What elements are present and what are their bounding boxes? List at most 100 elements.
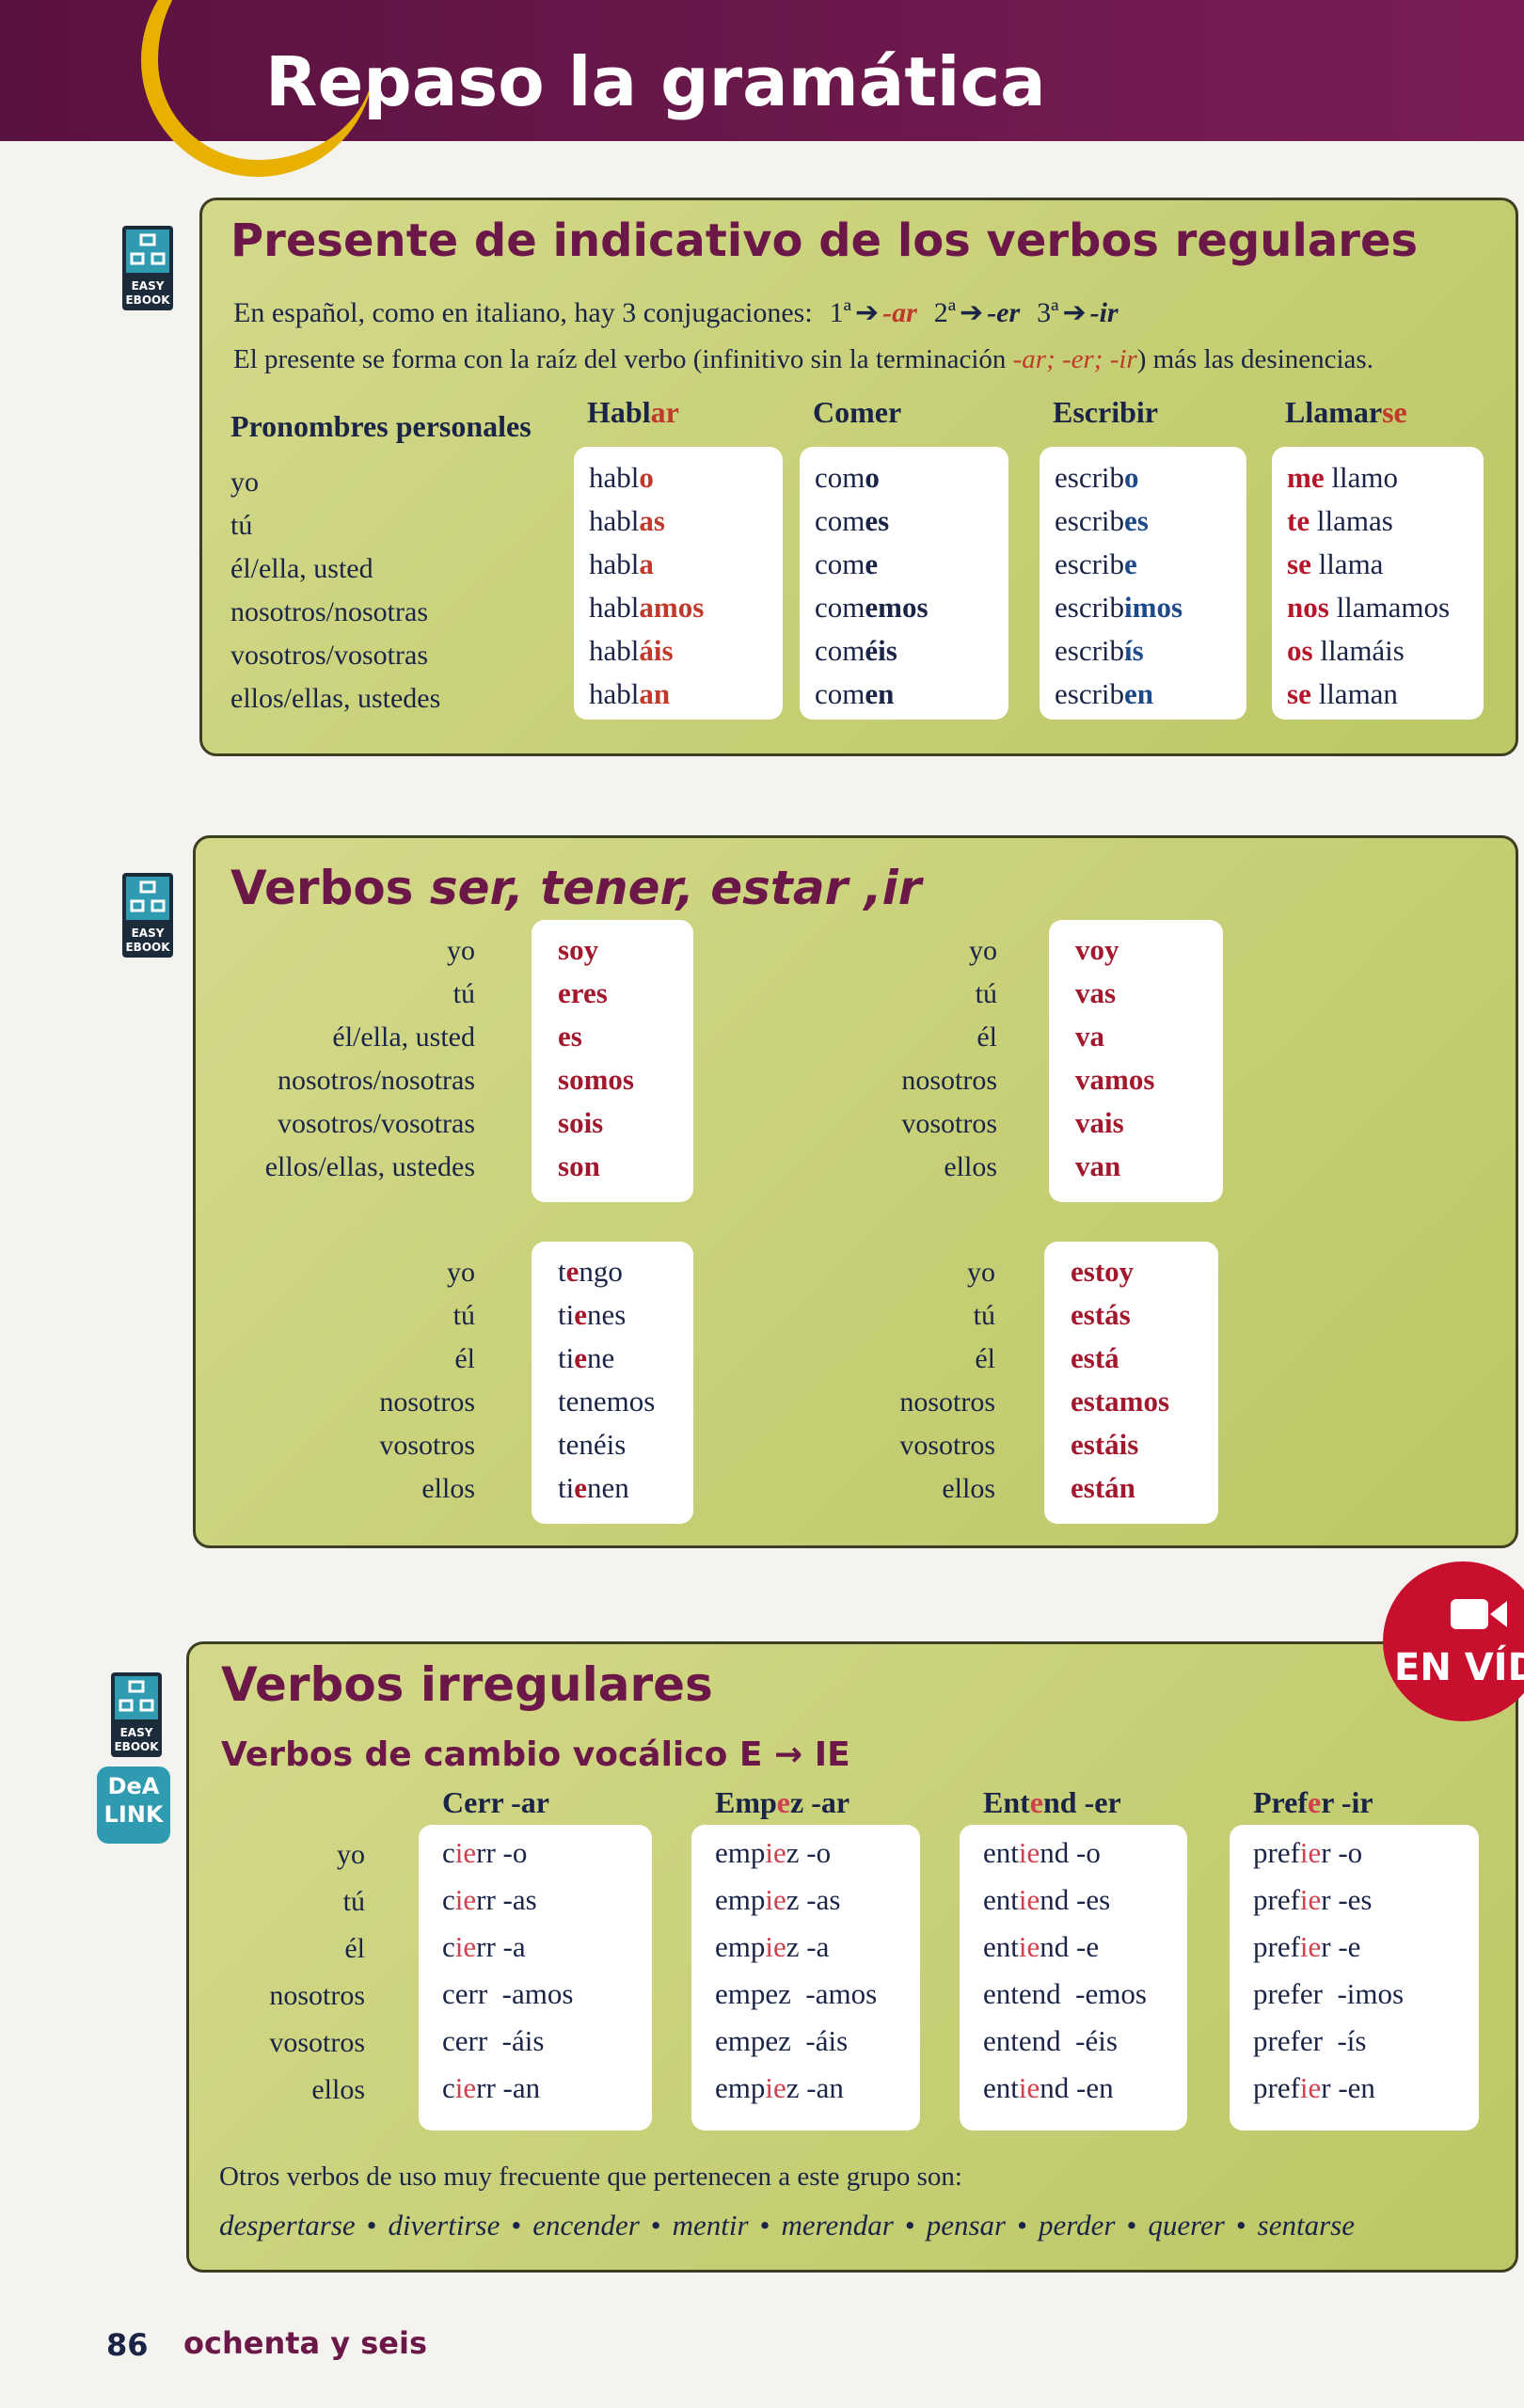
badge-text: EASY [131, 279, 165, 293]
separator: • [650, 2209, 661, 2242]
ebook-icon [115, 1676, 158, 1719]
text-part: es [558, 1020, 582, 1053]
text-part: nos [1287, 591, 1329, 624]
text-part: están [1071, 1471, 1135, 1504]
conj-ending: -er [987, 297, 1021, 328]
pronoun: yo [230, 467, 259, 498]
arrow: ➔ [960, 297, 984, 328]
page-number: 86 [106, 2327, 149, 2363]
text-part: as [639, 504, 665, 537]
text-part: os [1287, 634, 1313, 667]
conj-ending: -ir [1089, 297, 1119, 328]
arrow: ➔ [854, 297, 880, 328]
verb-form: empez -áis [715, 2024, 848, 2058]
verb-form: cerr -áis [442, 2024, 544, 2058]
text-part: escrib [1055, 634, 1125, 667]
section-box [193, 835, 1518, 1548]
dea-link-badge[interactable]: DeA LINK [97, 1766, 170, 1844]
text-part: habl [589, 461, 640, 494]
text-part: llamo [1324, 461, 1398, 494]
text-part: e [776, 1785, 790, 1819]
verb-form: nos llamamos [1287, 591, 1450, 625]
text-part: sois [558, 1106, 604, 1139]
text-part: tenéis [558, 1428, 627, 1461]
pronoun: tú [452, 1300, 475, 1331]
text-part: ie [1299, 2071, 1322, 2104]
text-part: te [1287, 504, 1310, 537]
text-part: e [574, 1298, 587, 1331]
verb-form: tiene [558, 1341, 614, 1375]
easy-ebook-badge[interactable]: EASY EBOOK [122, 226, 173, 310]
section-title: Presente de indicativo de los verbos reg… [230, 214, 1419, 267]
text-part: es [865, 504, 890, 537]
verb-form: está [1071, 1341, 1119, 1375]
title-part: ser, tener, estar ,ir [429, 861, 922, 915]
text-part: ent [983, 1930, 1019, 1963]
form-box [419, 1825, 652, 2131]
text-part: r -en [1321, 2071, 1375, 2104]
text-part: ti [558, 1298, 575, 1331]
form-box [574, 447, 783, 720]
pronoun: él/ella, usted [332, 1022, 475, 1053]
text-part: va [1075, 1020, 1104, 1053]
text-part: Llamar [1285, 395, 1383, 429]
text-part: vamos [1075, 1063, 1155, 1096]
pronoun: tú [973, 1300, 995, 1331]
form-box [1272, 447, 1484, 720]
column-head: Comer [813, 395, 901, 430]
text-part: eres [558, 976, 608, 1009]
text-part: a [639, 547, 654, 580]
text-part: nd -er [1043, 1785, 1121, 1819]
text-part: Emp [715, 1785, 777, 1819]
verb: mentir [672, 2209, 749, 2242]
text-part: e [865, 547, 879, 580]
page-words: ochenta y seis [183, 2325, 428, 2361]
text-part: ie [765, 1883, 786, 1916]
verb-form: hablan [589, 677, 670, 711]
text-part: escrib [1055, 547, 1125, 580]
text-part: r -e [1321, 1930, 1361, 1963]
text-part: ie [1299, 1930, 1322, 1963]
text-part: me [1287, 461, 1325, 494]
text-part: en [1124, 677, 1154, 710]
separator: • [366, 2209, 377, 2242]
text-part: tenemos [558, 1385, 656, 1418]
easy-ebook-badge[interactable]: EASY EBOOK [111, 1672, 162, 1757]
verb-form: somos [558, 1063, 634, 1097]
verb-form: es [558, 1020, 582, 1054]
text-part: rr -o [476, 1836, 528, 1869]
text-part: está [1071, 1341, 1119, 1374]
text-part: c [442, 1836, 455, 1869]
text-part: com [815, 591, 865, 624]
verb-form: te llamas [1287, 504, 1393, 538]
easy-ebook-badge[interactable]: EASY EBOOK [122, 873, 173, 958]
text-part: e [1124, 547, 1137, 580]
column-head: Empez -ar [715, 1785, 849, 1820]
verb-form: come [815, 547, 878, 581]
verb-form: escribe [1055, 547, 1137, 581]
verb-form: entend -éis [983, 2024, 1118, 2058]
verb-form: tienen [558, 1471, 629, 1505]
conj-ending: -ar [882, 297, 917, 328]
video-bubble[interactable]: EN VÍDE [1383, 1561, 1524, 1721]
verb-form: estoy [1071, 1255, 1134, 1289]
text-part: éis [865, 634, 897, 667]
text-part: emp [715, 2071, 766, 2104]
rule-line: El presente se forma con la raíz del ver… [233, 344, 1373, 375]
verb-form: entiend -o [983, 1836, 1101, 1870]
verb-form: como [815, 461, 880, 495]
text-part: ent [983, 1883, 1019, 1916]
form-box [1049, 920, 1223, 1202]
text-part: ie [1299, 1883, 1322, 1916]
text-part: vas [1075, 976, 1117, 1009]
text-part: se [1287, 547, 1311, 580]
text-part: áis [639, 634, 674, 667]
verb-form: comes [815, 504, 889, 538]
video-label: EN VÍDE [1394, 1646, 1524, 1689]
section-title: Verbos irregulares [221, 1657, 713, 1712]
text-part: ie [1018, 1836, 1040, 1869]
text-part: entend -emos [983, 1977, 1147, 2010]
column-head: Prefer -ir [1253, 1785, 1373, 1820]
verb-form: prefier -o [1253, 1836, 1362, 1870]
